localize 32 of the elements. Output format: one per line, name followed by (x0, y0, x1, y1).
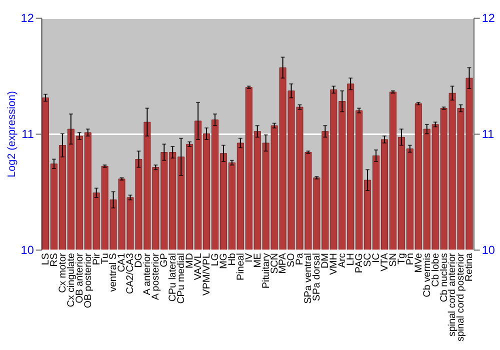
x-tick-label: VA/VL (192, 252, 204, 280)
x-tick-label: Hb (226, 252, 238, 266)
x-tick-label: IC (370, 253, 382, 263)
x-tick-label: OB posterior (82, 252, 94, 308)
x-tick-label: IV (244, 252, 255, 262)
x-tick-label: Pir (91, 252, 102, 266)
x-tick-label: RS (48, 252, 60, 267)
x-tick-label: LS (40, 252, 52, 266)
x-tick-label: spinal cord posterior (456, 252, 467, 342)
x-tick-label: LG (210, 253, 221, 266)
x-tick-label: SN (388, 253, 399, 267)
x-tick-label: OB anterior (74, 252, 86, 304)
x-tick-label: Tg (396, 253, 408, 265)
x-tick-label: MVe (413, 252, 424, 273)
y2-tick-label: 11 (482, 128, 494, 142)
x-tick-label: Retina (464, 252, 476, 282)
y-tick-label: 10 (20, 244, 34, 258)
x-tick-label: Pn (404, 253, 416, 266)
y2-tick-label: 12 (482, 12, 495, 26)
x-tick-label: VTA (379, 252, 390, 272)
x-tick-label: A posterior (150, 252, 162, 300)
x-tick-label: SC (362, 253, 374, 267)
y2-tick-label: 10 (482, 244, 496, 258)
x-tick-label: ME (252, 252, 264, 268)
x-tick-label: Cx cingulate (66, 252, 77, 308)
x-tick-label: Pineal (235, 253, 246, 280)
x-tick-label: Pituitary (260, 252, 272, 289)
y-tick-label: 12 (20, 12, 34, 26)
y-axis-title: Log2 (expression) (6, 90, 18, 178)
y-tick-label: 11 (22, 128, 34, 142)
x-tick-label: VPM/VPL (201, 252, 212, 296)
x-tick-label: Cb lobe (430, 252, 442, 287)
